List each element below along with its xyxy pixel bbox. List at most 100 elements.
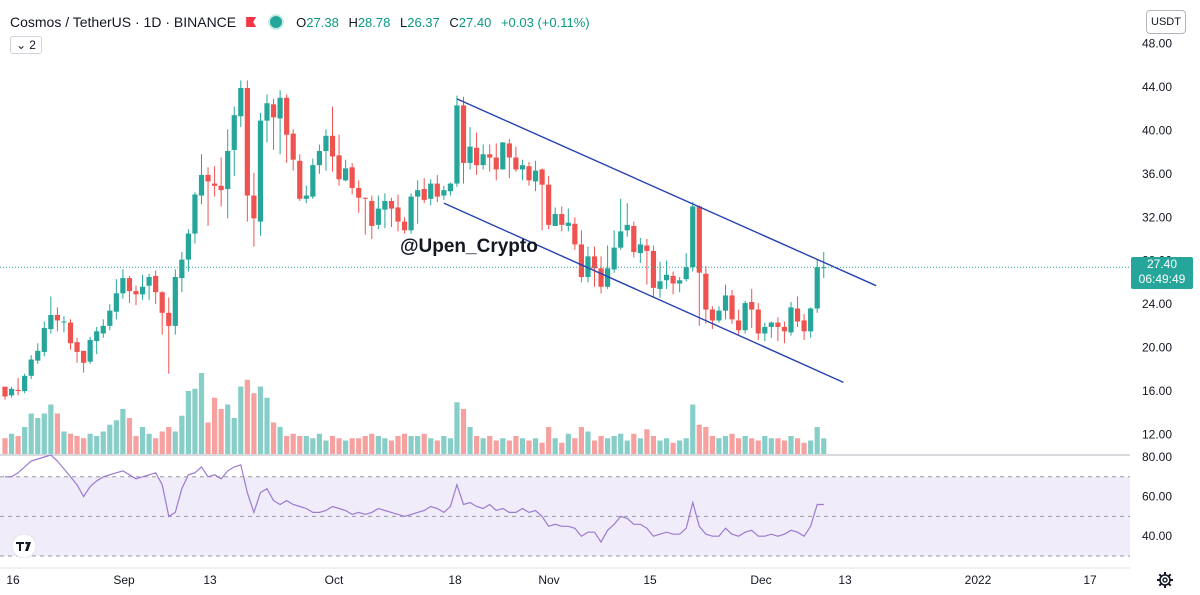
volume-bar bbox=[605, 438, 611, 454]
candle-body bbox=[421, 189, 427, 200]
candle-body bbox=[74, 342, 80, 352]
volume-bar bbox=[526, 440, 532, 454]
volume-bar bbox=[808, 440, 814, 454]
candle-body bbox=[762, 326, 768, 334]
candle-body bbox=[362, 197, 368, 199]
volume-bar bbox=[421, 433, 427, 454]
flag-icon[interactable] bbox=[246, 17, 257, 27]
candle-body bbox=[172, 276, 178, 326]
candle-body bbox=[107, 310, 113, 326]
price-tick-label: 40.00 bbox=[1142, 123, 1172, 137]
candle-body bbox=[231, 115, 237, 150]
price-tick-label: 24.00 bbox=[1142, 297, 1172, 311]
candle-body bbox=[238, 88, 244, 117]
volume-bar bbox=[618, 433, 624, 454]
rsi-tick-label: 60.00 bbox=[1142, 490, 1172, 504]
candle-body bbox=[467, 146, 473, 163]
candle-body bbox=[329, 135, 336, 157]
candle-body bbox=[349, 167, 355, 188]
candle-body bbox=[624, 224, 630, 231]
volume-bar bbox=[585, 431, 591, 454]
candle-body bbox=[644, 245, 650, 251]
indicator-toggle-button[interactable]: ⌄ 2 bbox=[10, 36, 42, 54]
candle-body bbox=[382, 200, 388, 210]
volume-bar bbox=[539, 442, 545, 454]
settings-gear-icon[interactable] bbox=[1156, 571, 1174, 589]
price-tick-label: 32.00 bbox=[1142, 210, 1172, 224]
volume-bar bbox=[644, 429, 650, 454]
volume-bar bbox=[15, 436, 21, 454]
candle-body bbox=[270, 104, 277, 118]
candle-body bbox=[460, 105, 467, 163]
price-tick-label: 36.00 bbox=[1142, 167, 1172, 181]
candle-body bbox=[310, 165, 316, 197]
candle-body bbox=[198, 174, 205, 196]
candle-body bbox=[611, 247, 617, 270]
candle-body bbox=[113, 293, 119, 312]
volume-bar bbox=[41, 413, 47, 454]
candle-body bbox=[81, 350, 87, 363]
candle-body bbox=[768, 322, 774, 327]
volume-bar bbox=[179, 415, 185, 454]
volume-bar bbox=[8, 433, 15, 454]
volume-bar bbox=[244, 379, 250, 454]
candle-body bbox=[192, 194, 198, 234]
candle-body bbox=[565, 222, 571, 226]
time-tick-label: 17 bbox=[1083, 573, 1097, 587]
candle-body bbox=[506, 143, 512, 158]
volume-bar bbox=[775, 438, 781, 454]
volume-bar bbox=[532, 438, 539, 454]
price-tick-label: 44.00 bbox=[1142, 80, 1172, 94]
candle-body bbox=[618, 231, 624, 248]
volume-bar bbox=[729, 433, 735, 454]
candle-body bbox=[251, 195, 257, 219]
last-price-tag: 27.40 06:49:49 bbox=[1131, 257, 1193, 289]
volume-bar bbox=[81, 438, 87, 454]
candle-body bbox=[447, 183, 453, 192]
candle-body bbox=[749, 301, 755, 310]
volume-bar bbox=[677, 440, 683, 454]
candle-body bbox=[356, 187, 362, 198]
symbol-title[interactable]: Cosmos / TetherUS · 1D · BINANCE bbox=[10, 14, 237, 30]
candle-body bbox=[709, 309, 715, 321]
price-tick-label: 16.00 bbox=[1142, 384, 1172, 398]
market-status-icon bbox=[268, 14, 285, 30]
volume-bar bbox=[107, 424, 113, 454]
candle-body bbox=[736, 320, 742, 331]
author-watermark: @Upen_Crypto bbox=[400, 236, 538, 257]
low-value: 26.37 bbox=[407, 14, 440, 30]
volume-bar bbox=[749, 438, 755, 454]
candle-body bbox=[742, 303, 748, 331]
candle-body bbox=[146, 276, 152, 286]
price-tick-label: 20.00 bbox=[1142, 341, 1172, 355]
candle-body bbox=[185, 233, 191, 260]
volume-bar bbox=[290, 433, 296, 454]
candle-body bbox=[153, 275, 159, 293]
tradingview-logo-icon[interactable] bbox=[10, 534, 38, 558]
candle-body bbox=[434, 183, 440, 197]
volume-bar bbox=[441, 436, 447, 454]
volume-bar bbox=[447, 438, 453, 454]
candle-body bbox=[100, 325, 106, 334]
candle-body bbox=[532, 170, 539, 182]
volume-bar bbox=[690, 404, 696, 454]
volume-bar bbox=[297, 436, 303, 454]
volume-bar bbox=[198, 373, 205, 454]
time-tick-label: Sep bbox=[113, 573, 135, 587]
time-tick-label: 16 bbox=[6, 573, 20, 587]
volume-bar bbox=[546, 427, 552, 454]
volume-bar bbox=[598, 436, 604, 454]
volume-bar bbox=[611, 436, 617, 454]
volume-bar bbox=[716, 438, 722, 454]
candle-body bbox=[375, 208, 381, 225]
volume-bar bbox=[781, 440, 788, 454]
volume-bar bbox=[94, 436, 100, 454]
currency-button[interactable]: USDT bbox=[1146, 10, 1186, 34]
volume-bar bbox=[369, 433, 375, 454]
time-tick-label: Oct bbox=[325, 573, 344, 587]
candle-body bbox=[513, 157, 519, 170]
candle-body bbox=[54, 315, 60, 321]
candle-body bbox=[729, 295, 735, 320]
volume-bar bbox=[434, 440, 440, 454]
